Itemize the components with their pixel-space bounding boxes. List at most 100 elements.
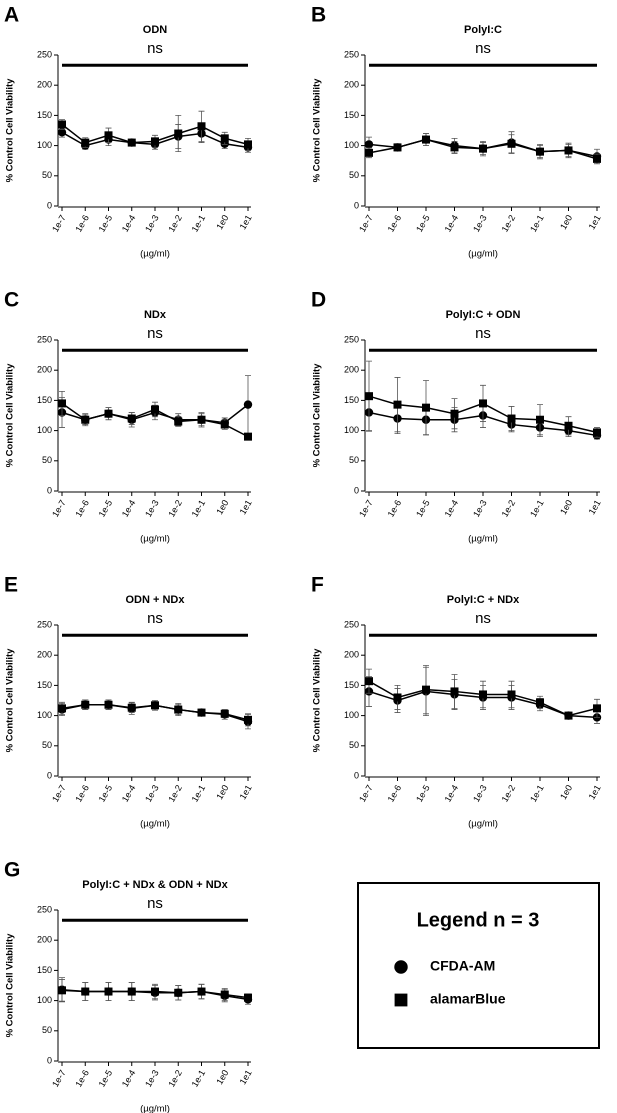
y-axis-label: % Control Cell Viability: [5, 363, 16, 468]
marker: [593, 154, 601, 163]
marker: [127, 414, 136, 423]
y-tick-label: 100: [37, 425, 52, 435]
x-tick-label: 1e-2: [500, 783, 518, 804]
y-tick-label: 50: [349, 740, 359, 750]
panel-letter: C: [4, 289, 19, 312]
significance-label: ns: [475, 325, 491, 342]
marker: [220, 420, 229, 429]
marker: [244, 993, 252, 1002]
y-tick-label: 250: [344, 334, 359, 344]
y-tick-label: 100: [344, 140, 359, 150]
marker: [564, 421, 573, 430]
marker: [81, 700, 90, 709]
x-tick-label: 1e-6: [73, 783, 91, 804]
marker: [151, 987, 159, 996]
y-tick-label: 50: [42, 170, 52, 180]
x-tick-label: 1e-6: [386, 213, 404, 234]
significance-label: ns: [147, 325, 163, 342]
y-axis-label: % Control Cell Viability: [5, 648, 16, 753]
y-axis-label: % Control Cell Viability: [312, 648, 323, 753]
x-tick-label: 1e-5: [414, 213, 432, 234]
x-tick-label: 1e-3: [143, 1068, 161, 1089]
y-tick-label: 50: [349, 455, 359, 465]
y-axis-label: % Control Cell Viability: [312, 363, 323, 468]
marker: [422, 403, 430, 412]
significance-label: ns: [147, 895, 163, 912]
x-tick-label: 1e-4: [120, 1068, 138, 1089]
x-axis-label: (µg/ml): [140, 534, 170, 545]
x-tick-label: 1e-3: [471, 213, 489, 234]
y-tick-label: 0: [47, 770, 52, 780]
x-tick-label: 1e-6: [73, 498, 91, 519]
marker: [243, 400, 253, 409]
marker: [174, 417, 183, 426]
marker: [450, 687, 459, 696]
y-tick-label: 150: [37, 965, 52, 975]
marker: [364, 140, 374, 149]
x-tick-label: 1e1: [238, 1068, 254, 1086]
y-tick-label: 100: [37, 995, 52, 1005]
y-tick-label: 0: [354, 485, 359, 495]
x-tick-label: 1e-3: [143, 213, 161, 234]
x-tick-label: 1e-1: [190, 1068, 208, 1089]
panel-letter: D: [311, 289, 326, 312]
marker: [507, 690, 516, 699]
x-axis-label: (µg/ml): [140, 819, 170, 830]
marker: [104, 987, 113, 996]
y-tick-label: 100: [37, 710, 52, 720]
x-tick-label: 1e0: [214, 498, 230, 516]
x-tick-label: 1e1: [238, 213, 254, 231]
significance-label: ns: [147, 40, 163, 57]
significance-label: ns: [147, 610, 163, 627]
x-tick-label: 1e0: [558, 783, 574, 801]
marker: [174, 129, 183, 138]
marker: [422, 135, 430, 144]
y-tick-label: 0: [354, 200, 359, 210]
x-tick-label: 1e-5: [97, 213, 115, 234]
y-tick-label: 50: [42, 1025, 52, 1035]
marker: [244, 432, 252, 441]
marker: [197, 987, 206, 996]
marker: [81, 415, 90, 424]
marker: [244, 140, 252, 149]
y-tick-label: 0: [47, 1055, 52, 1065]
x-tick-label: 1e-7: [357, 498, 375, 519]
x-tick-label: 1e-4: [443, 213, 461, 234]
x-tick-label: 1e-2: [500, 213, 518, 234]
y-axis-label: % Control Cell Viability: [5, 933, 16, 1038]
x-tick-label: 1e-3: [143, 498, 161, 519]
x-tick-label: 1e-1: [190, 213, 208, 234]
marker: [81, 987, 90, 996]
x-tick-label: 1e-7: [357, 213, 375, 234]
marker: [127, 703, 136, 712]
x-axis-label: (µg/ml): [468, 819, 498, 830]
panel-letter: B: [311, 4, 326, 27]
chart-title: ODN + NDx: [126, 594, 186, 606]
y-tick-label: 200: [344, 80, 359, 90]
marker: [365, 677, 373, 686]
x-tick-label: 1e-4: [443, 498, 461, 519]
legend-marker: [394, 993, 408, 1007]
x-tick-label: 1e-2: [500, 498, 518, 519]
y-tick-label: 50: [349, 170, 359, 180]
x-tick-label: 1e0: [558, 213, 574, 231]
marker: [593, 704, 601, 713]
x-tick-label: 1e-2: [166, 1068, 184, 1089]
y-tick-label: 150: [37, 395, 52, 405]
marker: [393, 400, 402, 409]
y-tick-label: 100: [37, 140, 52, 150]
marker: [57, 128, 67, 137]
marker: [174, 988, 183, 997]
marker: [197, 415, 206, 424]
marker: [507, 139, 516, 148]
marker: [564, 711, 573, 720]
y-tick-label: 150: [37, 680, 52, 690]
chart-title: PolyI:C + ODN: [446, 309, 521, 321]
x-tick-label: 1e1: [238, 783, 254, 801]
y-tick-label: 150: [344, 680, 359, 690]
y-tick-label: 150: [37, 110, 52, 120]
marker: [220, 134, 229, 143]
x-tick-label: 1e-4: [120, 213, 138, 234]
x-tick-label: 1e0: [214, 783, 230, 801]
